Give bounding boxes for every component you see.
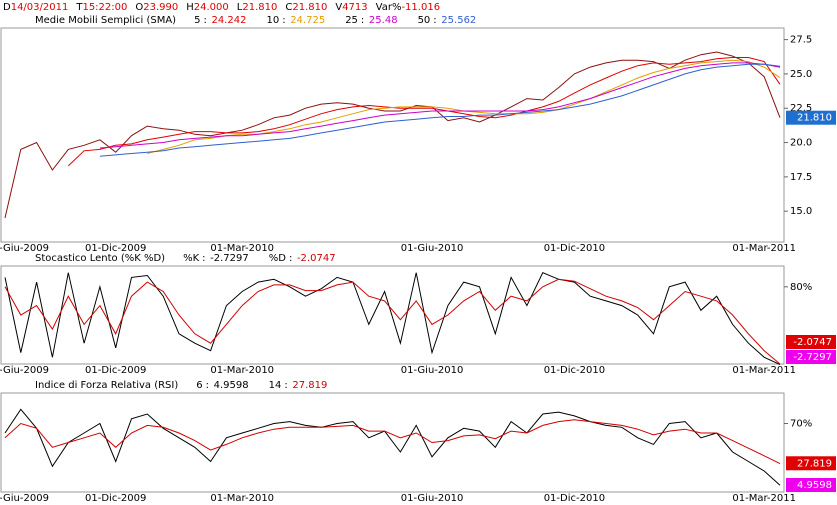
legend-name: %D	[269, 253, 287, 264]
x-tick-label: 01-Mar-2011	[732, 243, 796, 254]
x-tick-label: 01-Dic-2009	[85, 243, 146, 254]
series-line	[67, 57, 781, 167]
value-box	[786, 456, 836, 471]
x-tick-label: 01-Mar-2010	[210, 365, 274, 376]
legend-name: %K	[183, 253, 200, 264]
x-tick-label: 01-Dic-2009	[85, 365, 146, 376]
header-value: -11.016	[401, 2, 440, 13]
legend-sep: :	[361, 15, 364, 26]
legend-value: -2.7297	[210, 253, 249, 264]
y-tick-label: 22.5	[790, 103, 812, 114]
panel-title: Indice di Forza Relativa (RSI)	[35, 380, 178, 391]
legend-sep: :	[284, 380, 287, 391]
legend-sep: :	[202, 253, 205, 264]
header-key: T	[75, 2, 83, 13]
x-tick-label: 3-Giu-2009	[0, 243, 49, 254]
x-tick-label: 01-Dic-2010	[544, 243, 605, 254]
legend-value: 4.9598	[214, 380, 249, 391]
x-tick-label: 01-Mar-2011	[732, 365, 796, 376]
series-line	[4, 51, 781, 219]
header-key: L	[237, 2, 243, 13]
panel-title: Medie Mobili Semplici (SMA)	[35, 15, 176, 26]
y-tick-label: 27.5	[790, 35, 812, 46]
header-key: C	[285, 2, 292, 13]
x-tick-label: 01-Dic-2009	[85, 493, 146, 504]
header-key: V	[335, 2, 342, 13]
y-tick-label: 15.0	[790, 206, 812, 217]
x-tick-label: 01-Dic-2010	[544, 365, 605, 376]
value-box-label: 27.819	[797, 458, 832, 469]
x-tick-label: 01-Mar-2010	[210, 243, 274, 254]
x-tick-label: 01-Giu-2010	[401, 493, 464, 504]
header-key: O	[135, 2, 143, 13]
header-value: 24.000	[194, 2, 229, 13]
legend-name: 6	[196, 380, 202, 391]
x-tick-label: 3-Giu-2009	[0, 365, 49, 376]
series-line	[99, 62, 781, 149]
value-box-label: -2.7297	[793, 352, 832, 363]
header: D14/03/2011 T15:22:00 O23.990 H24.000 L21.81…	[3, 2, 440, 13]
legend-sep: :	[203, 15, 206, 26]
header-key: H	[186, 2, 194, 13]
header-value: 15:22:00	[82, 2, 127, 13]
legend-name: 5	[194, 15, 200, 26]
header-value: 21.810	[242, 2, 277, 13]
header-value: 23.990	[143, 2, 178, 13]
value-box-label: -2.0747	[793, 337, 832, 348]
legend-sep: :	[206, 380, 209, 391]
y-tick-label: 80%	[790, 282, 812, 293]
y-tick-label: 17.5	[790, 172, 812, 183]
value-box	[786, 335, 836, 349]
series-line	[4, 419, 781, 465]
x-tick-label: 01-Dic-2010	[544, 493, 605, 504]
header-value: 4713	[342, 2, 367, 13]
legend-name: 50	[418, 15, 431, 26]
legend-sep: :	[289, 253, 292, 264]
price-box-label: 21.810	[797, 113, 832, 124]
legend-value: 25.562	[441, 15, 476, 26]
x-tick-label: 01-Giu-2010	[401, 365, 464, 376]
legend-value: 24.242	[211, 15, 246, 26]
y-tick-label: 20.0	[790, 138, 812, 149]
legend-value: 27.819	[292, 380, 327, 391]
series-line	[4, 278, 781, 365]
legend-sep: :	[282, 15, 285, 26]
price-box	[786, 110, 836, 125]
value-box-label: 4.9598	[797, 480, 832, 491]
legend-value: -2.0747	[297, 253, 336, 264]
x-tick-label: 01-Mar-2011	[732, 493, 796, 504]
legend-value: 24.725	[290, 15, 325, 26]
legend-value: 25.48	[369, 15, 398, 26]
legend-name: 14	[269, 380, 282, 391]
header-key: D	[3, 2, 11, 13]
legend-name: 10	[266, 15, 279, 26]
series-line	[99, 63, 781, 157]
header-value: 21.810	[292, 2, 327, 13]
x-tick-label: 01-Mar-2010	[210, 493, 274, 504]
x-tick-label: 01-Giu-2010	[401, 243, 464, 254]
legend-sep: :	[433, 15, 436, 26]
panel-title: Stocastico Lento (%K %D)	[35, 253, 165, 264]
series-line	[4, 408, 781, 486]
legend-name: 25	[345, 15, 358, 26]
y-tick-label: 25.0	[790, 69, 812, 80]
y-tick-label: 70%	[790, 419, 812, 430]
value-box	[786, 350, 836, 364]
header-value: 14/03/2011	[11, 2, 69, 13]
series-line	[4, 272, 781, 366]
x-tick-label: 3-Giu-2009	[0, 493, 49, 504]
header-key: Var%	[376, 2, 402, 13]
value-box	[786, 478, 836, 492]
